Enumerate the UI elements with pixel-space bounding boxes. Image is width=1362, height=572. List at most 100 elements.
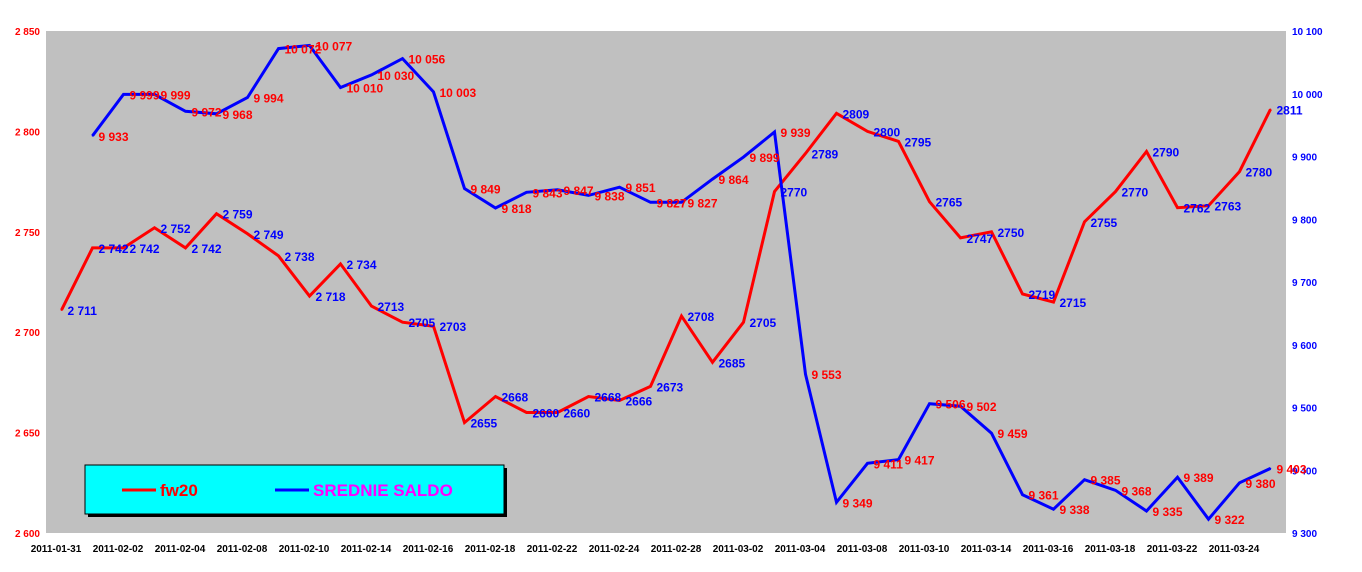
data-label: 9 502 [967,400,997,414]
data-label: 9 933 [99,130,129,144]
data-label: 9 838 [595,189,625,203]
data-label: 2765 [936,196,963,210]
x-tick-label: 2011-03-14 [961,544,1012,555]
data-label: 9 553 [812,368,842,382]
data-point [649,201,652,204]
data-label: 2719 [1029,288,1056,302]
data-label: 9 972 [192,105,222,119]
data-point [835,112,838,115]
data-point [432,91,435,93]
data-label: 10 072 [285,43,322,57]
y-right-tick-label: 9 300 [1292,529,1317,540]
data-point [587,194,590,197]
data-point [742,321,745,324]
data-label: 9 380 [1246,477,1276,491]
data-label: 2 752 [161,222,191,236]
data-label: 2811 [1277,103,1303,117]
data-point [91,247,94,249]
data-label: 9 361 [1029,489,1059,503]
data-label: 2673 [657,380,684,394]
data-label: 10 030 [378,69,415,83]
data-point [866,130,869,133]
data-point [1052,508,1055,511]
data-point [1021,493,1024,496]
x-tick-label: 2011-02-22 [527,544,578,555]
x-tick-label: 2011-03-16 [1023,544,1074,555]
data-point [463,187,466,190]
data-label: 9 827 [657,196,687,210]
x-tick-label: 2011-02-10 [279,544,330,555]
y-right-tick-label: 9 500 [1292,404,1317,415]
data-point [773,131,776,133]
data-label: 9 999 [161,88,191,102]
data-label: 2703 [440,320,467,334]
data-point [866,462,869,465]
data-point [649,385,652,388]
y-right-tick-label: 10 100 [1292,27,1323,38]
data-point [959,237,962,239]
data-label: 9 994 [254,92,284,106]
y-right-tick-label: 9 800 [1292,215,1317,226]
data-point [556,411,559,414]
data-point [401,321,404,324]
data-label: 9 849 [471,183,501,197]
data-point [122,247,125,249]
data-point [308,44,311,47]
data-point [1207,518,1210,520]
legend-label-srednie-saldo: SREDNIE SALDO [313,481,453,500]
data-label: 9 864 [719,173,749,187]
data-point [928,200,931,203]
data-point [370,305,373,307]
data-point [370,74,373,76]
data-point [773,190,776,193]
series-line-fw20 [60,108,1272,426]
x-tick-label: 2011-02-28 [651,544,702,555]
data-point [618,399,621,402]
x-tick-label: 2011-03-08 [837,544,888,555]
data-point [91,135,94,137]
data-label: 2 759 [223,208,253,222]
x-tick-label: 2011-03-04 [775,544,826,555]
x-tick-label: 2011-02-04 [155,544,206,555]
data-point [680,201,683,204]
data-point [463,421,466,424]
data-point [1238,170,1241,173]
data-point [184,110,187,113]
y-right-tick-label: 9 700 [1292,278,1317,289]
data-point [494,395,497,398]
x-tick-label: 2011-03-02 [713,544,764,555]
data-point [556,189,559,191]
data-point [959,405,962,408]
data-label: 2780 [1246,166,1273,180]
data-point [587,395,590,398]
data-label: 2668 [502,391,529,405]
data-label: 2800 [874,125,901,139]
data-label: 9 827 [688,196,718,210]
data-point [1207,204,1210,207]
data-label: 2 742 [99,242,129,256]
data-label: 2668 [595,391,622,405]
data-point [246,233,249,235]
data-point [122,93,125,96]
x-tick-label: 2011-02-08 [217,544,268,555]
x-tick-label: 2011-02-14 [341,544,392,555]
data-point [804,373,807,376]
data-point [1145,510,1148,512]
data-point [1269,108,1272,111]
data-point [1052,301,1055,303]
data-label: 9 843 [533,186,563,200]
data-point [1145,150,1148,153]
x-tick-label: 2011-03-24 [1209,544,1260,555]
data-point [990,432,993,435]
data-label: 2795 [905,135,932,149]
y-axis-right: 9 300 9 400 9 500 9 600 9 700 9 800 9 900 10 00… [1292,27,1323,540]
data-label: 2790 [1153,146,1180,160]
data-label: 2708 [688,310,715,324]
data-point [711,361,714,364]
y-right-tick-label: 9 600 [1292,341,1317,352]
data-label: 9 968 [223,108,253,122]
data-label: 10 077 [316,39,353,53]
data-label: 9 368 [1122,484,1152,498]
legend: fw20 SREDNIE SALDO [84,464,507,517]
